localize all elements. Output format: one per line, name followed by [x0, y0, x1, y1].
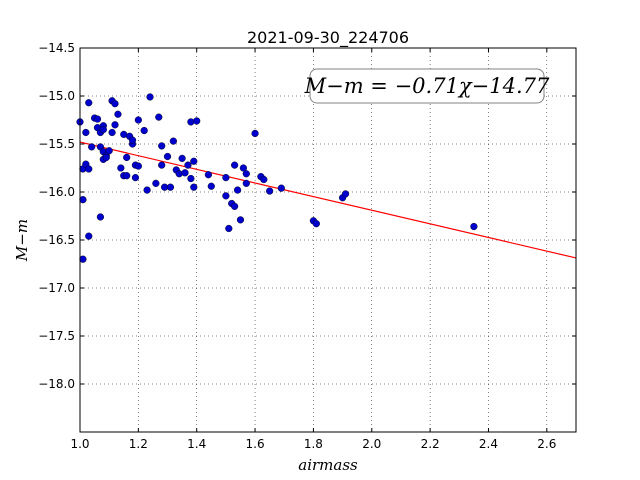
data-point	[85, 99, 93, 107]
data-point	[117, 164, 125, 172]
data-point	[155, 113, 163, 121]
data-point	[193, 117, 201, 125]
x-axis-label: airmass	[298, 456, 358, 474]
data-point	[143, 186, 151, 194]
data-point	[123, 153, 131, 162]
data-point	[85, 165, 93, 173]
data-point	[181, 169, 189, 177]
data-point	[231, 161, 239, 169]
data-point	[88, 143, 96, 151]
data-point	[82, 128, 90, 137]
data-point	[190, 157, 198, 165]
y-tick-label: −15.5	[38, 137, 75, 151]
data-point	[99, 126, 107, 134]
x-tick-label: 1.0	[70, 437, 89, 451]
data-point	[128, 136, 137, 144]
data-point	[312, 220, 320, 228]
data-point	[163, 152, 172, 161]
data-point	[134, 116, 142, 124]
data-point	[152, 179, 160, 187]
data-point	[140, 126, 148, 135]
data-point	[111, 121, 119, 129]
x-tick-label: 2.6	[537, 437, 556, 451]
data-point	[222, 192, 230, 200]
y-tick-label: −18.0	[38, 377, 75, 391]
data-point	[190, 183, 198, 191]
x-tick-label: 1.8	[304, 437, 323, 451]
data-point	[102, 153, 110, 162]
data-point	[470, 222, 478, 231]
data-point	[169, 137, 177, 145]
data-point	[207, 182, 215, 190]
data-point	[225, 224, 233, 233]
annotation-text: M−m = −0.71χ−14.77	[304, 74, 550, 98]
data-point	[251, 129, 259, 138]
data-point	[79, 196, 87, 204]
data-point	[166, 183, 175, 191]
data-point	[242, 170, 250, 178]
x-tick-label: 1.6	[246, 437, 265, 451]
data-point	[266, 187, 274, 195]
fit-line	[79, 141, 577, 259]
data-points	[76, 93, 478, 263]
fit-line-layer	[79, 141, 577, 259]
data-point	[260, 175, 268, 184]
data-point	[178, 154, 186, 163]
y-tick-label: −16.5	[38, 233, 75, 247]
data-point	[231, 202, 239, 211]
data-point	[341, 190, 350, 198]
data-point	[184, 161, 192, 169]
y-tick-label: −15.0	[38, 89, 75, 103]
chart-title: 2021-09-30_224706	[247, 28, 409, 48]
data-point	[93, 115, 102, 123]
fit-annotation: M−m = −0.71χ−14.77	[304, 68, 550, 104]
data-point	[158, 161, 166, 169]
y-tick-label: −17.5	[38, 329, 75, 343]
data-point	[134, 162, 142, 170]
data-point	[204, 171, 212, 179]
annotation-box	[309, 68, 545, 104]
data-point	[242, 179, 250, 187]
y-axis-label: M−m	[13, 219, 31, 262]
data-point	[108, 128, 116, 137]
data-point	[123, 172, 131, 180]
x-tick-label: 2.0	[362, 437, 381, 451]
y-tick-label: −17.0	[38, 281, 75, 295]
axis-ticks	[79, 47, 576, 432]
data-point	[222, 174, 230, 182]
data-point	[111, 100, 119, 108]
data-point	[239, 164, 247, 172]
data-point	[131, 174, 140, 182]
data-point	[85, 232, 93, 240]
data-point	[187, 174, 195, 183]
data-point	[277, 184, 285, 192]
x-tick-labels: 1.0 1.2 1.4 1.6 1.8 2.0 2.2 2.4 2.6	[70, 437, 556, 451]
data-point	[105, 147, 113, 155]
data-point	[233, 186, 242, 194]
x-tick-label: 2.2	[421, 437, 440, 451]
y-tick-label: −16.0	[38, 185, 75, 199]
data-point	[79, 255, 87, 263]
x-tick-label: 1.4	[187, 437, 206, 451]
y-tick-labels: −14.5 −15.0 −15.5 −16.0 −16.5 −17.0 −17.5 −18.0	[38, 41, 75, 391]
x-tick-label: 1.2	[129, 437, 148, 451]
data-point	[146, 93, 154, 101]
x-tick-label: 2.4	[479, 437, 498, 451]
data-point	[236, 216, 245, 224]
data-point	[96, 213, 105, 221]
grid	[79, 47, 576, 432]
y-tick-label: −14.5	[38, 41, 75, 55]
data-point	[114, 110, 122, 118]
data-point	[158, 142, 166, 150]
